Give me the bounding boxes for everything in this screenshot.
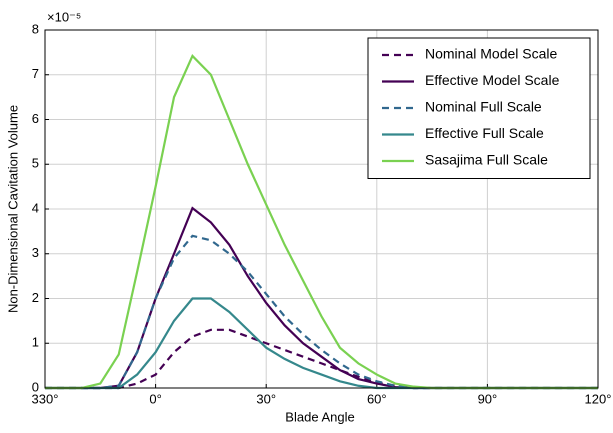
x-tick-label: 330°	[32, 391, 59, 406]
y-multiplier: ×10⁻⁵	[47, 9, 81, 24]
y-tick-label: 7	[32, 66, 39, 81]
y-tick-label: 5	[32, 156, 39, 171]
legend-label: Nominal Model Scale	[425, 46, 557, 62]
x-tick-label: 60°	[367, 391, 387, 406]
x-tick-label: 90°	[478, 391, 498, 406]
y-tick-label: 0	[32, 379, 39, 394]
y-tick-label: 6	[32, 111, 39, 126]
legend-box	[367, 37, 591, 179]
series-line	[45, 328, 598, 390]
legend-label: Effective Model Scale	[425, 72, 560, 88]
plot-frame	[44, 29, 599, 389]
x-tick-label: 0°	[149, 391, 161, 406]
y-tick-label: 2	[32, 290, 39, 305]
y-axis-label: Non-Dimensional Cavitation Volume	[5, 105, 20, 313]
y-tick-label: 3	[32, 245, 39, 260]
x-tick-label: 120°	[585, 391, 612, 406]
y-tick-label: 4	[32, 200, 39, 215]
y-tick-label: 8	[32, 21, 39, 36]
legend-label: Nominal Full Scale	[425, 99, 542, 115]
x-tick-label: 30°	[256, 391, 276, 406]
legend-label: Sasajima Full Scale	[425, 152, 548, 168]
series-line	[45, 234, 598, 390]
legend-label: Effective Full Scale	[425, 125, 544, 141]
y-tick-label: 1	[32, 335, 39, 350]
x-axis-label: Blade Angle	[285, 409, 354, 424]
